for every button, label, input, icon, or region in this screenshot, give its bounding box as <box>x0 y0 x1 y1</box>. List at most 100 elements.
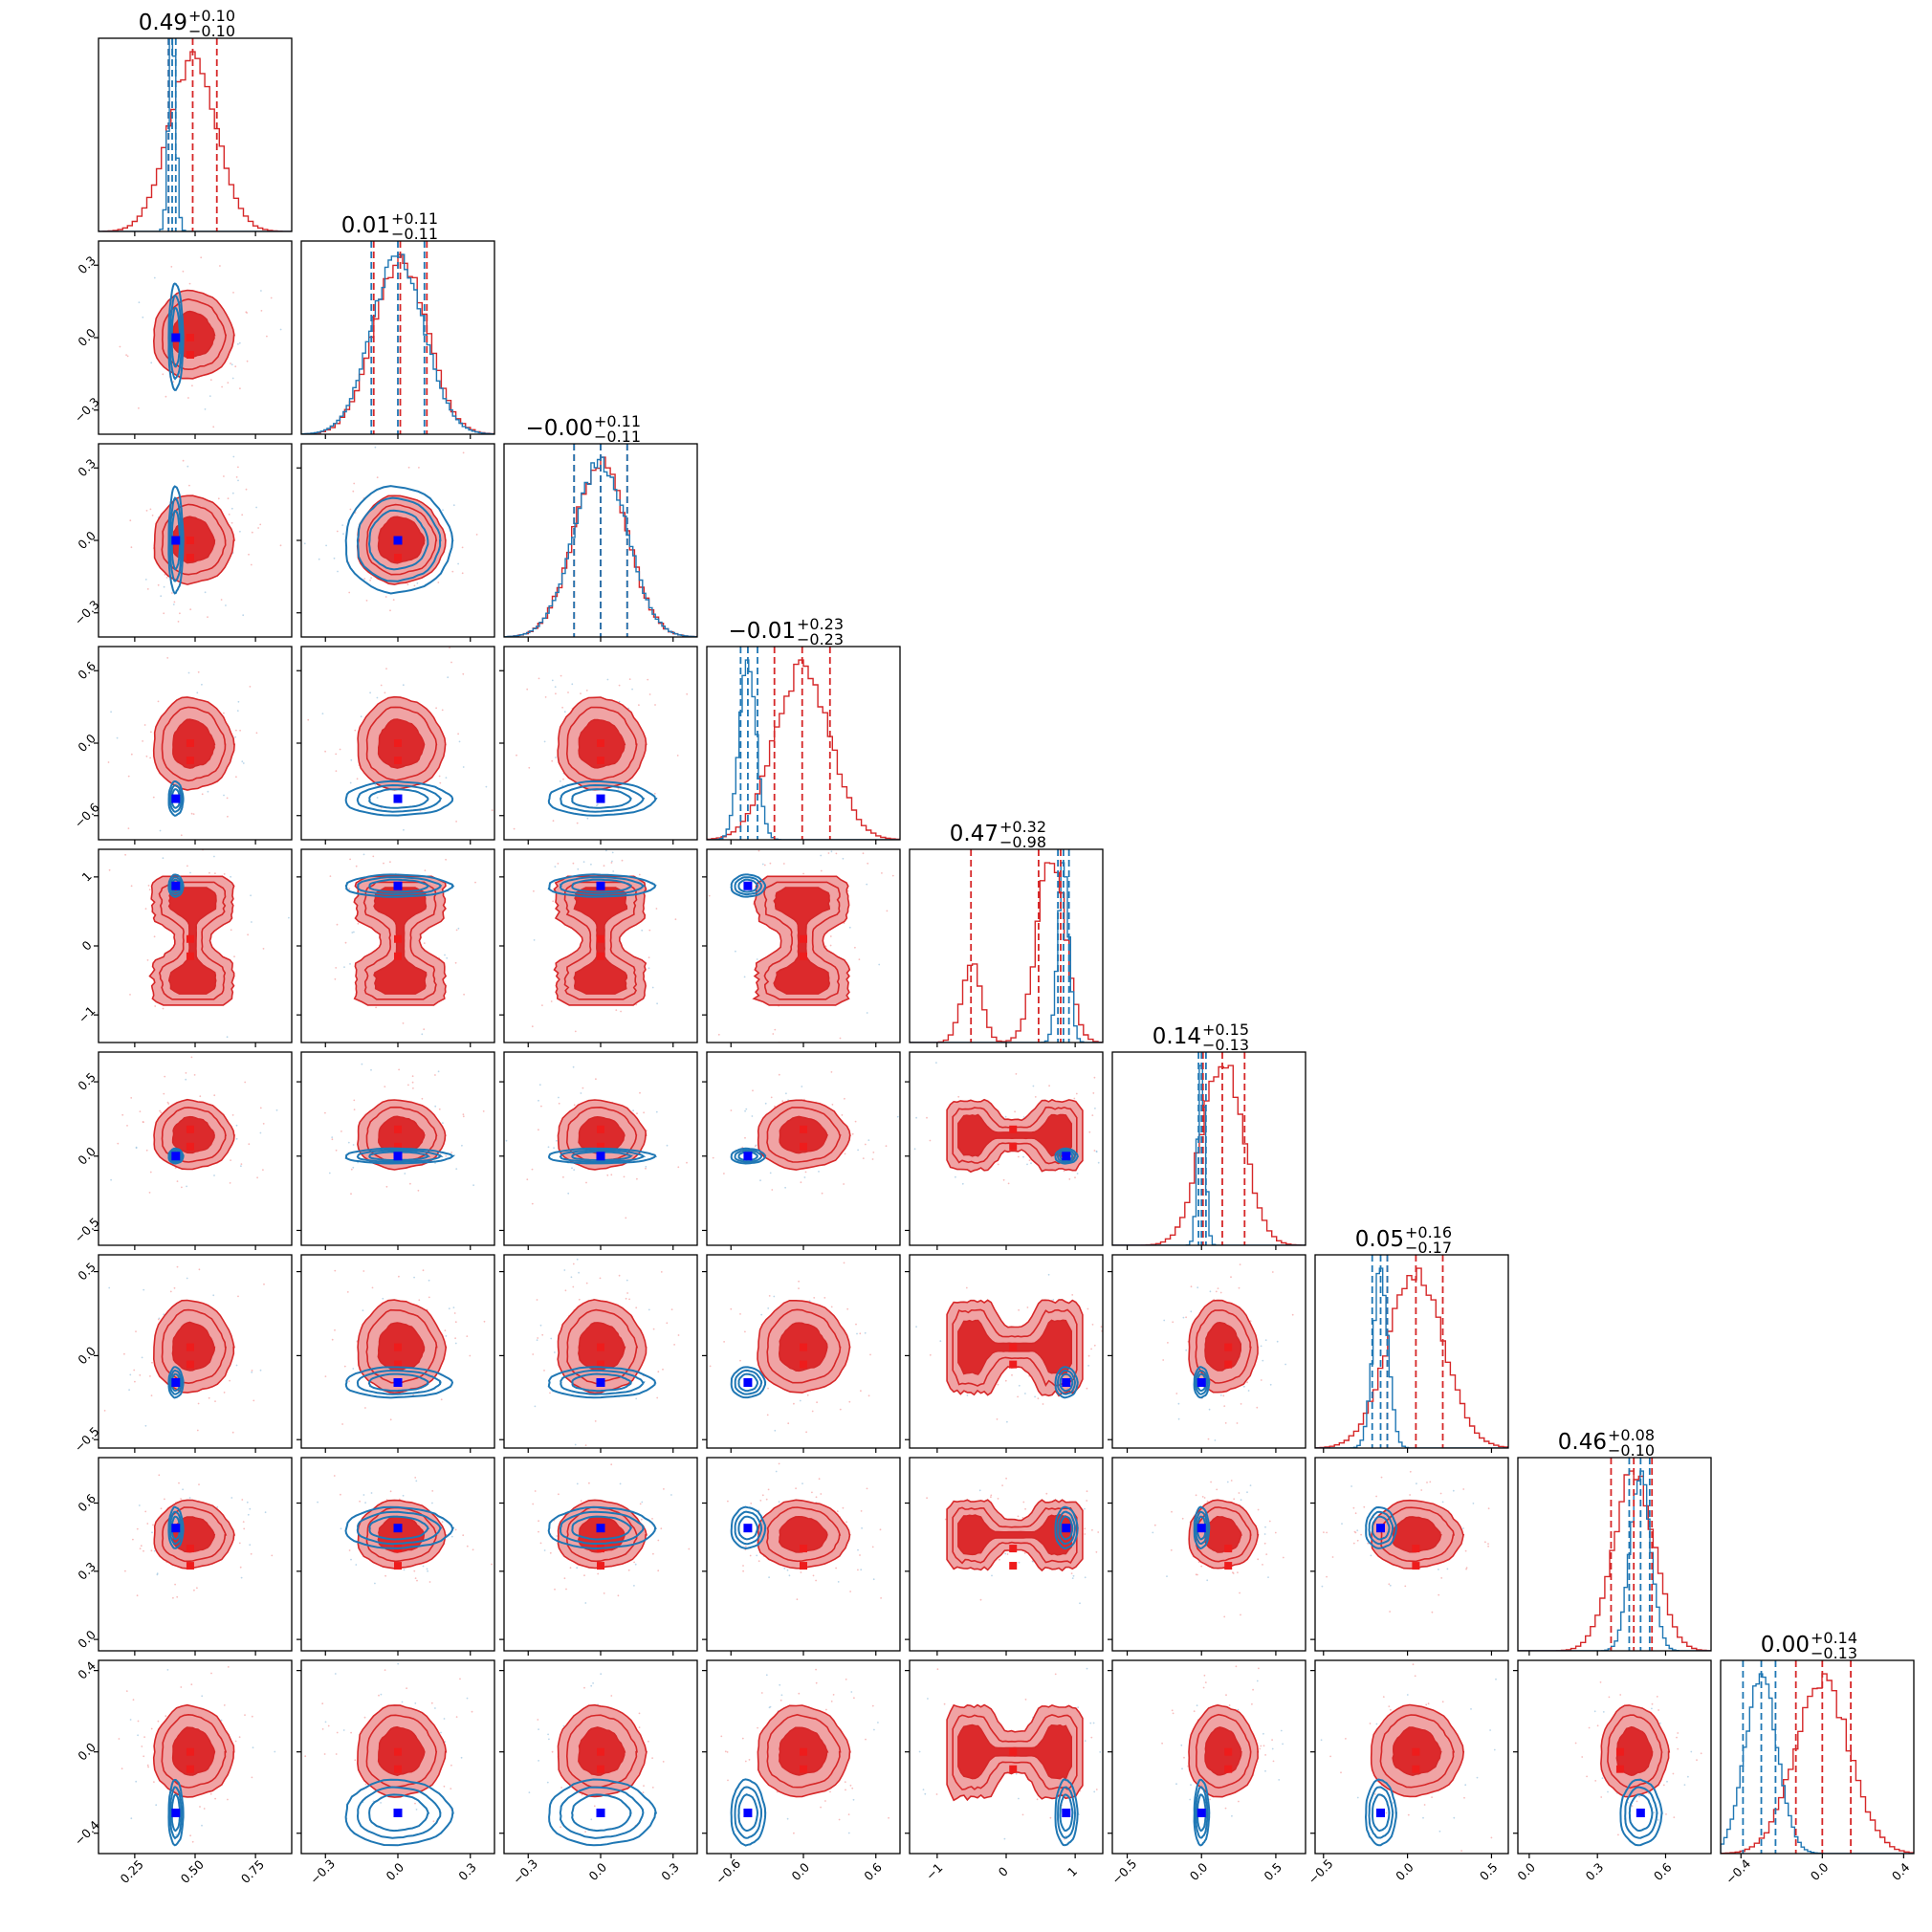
scatter-dot <box>548 1738 550 1741</box>
scatter-dot <box>296 1382 297 1384</box>
scatter-dot <box>651 986 654 989</box>
scatter-dot <box>1193 1710 1196 1713</box>
scatter-dot <box>466 1697 469 1700</box>
scatter-dot <box>230 802 231 804</box>
red-marker <box>394 554 402 561</box>
scatter-dot <box>143 1549 144 1552</box>
scatter-dot <box>469 1354 472 1357</box>
scatter-dot <box>264 1511 267 1514</box>
red-marker <box>800 934 807 943</box>
scatter-dot <box>811 1491 813 1494</box>
scatter-dot <box>235 1137 238 1140</box>
scatter-dot <box>129 1719 132 1721</box>
red-marker <box>800 1125 807 1133</box>
scatter-dot <box>635 1003 638 1006</box>
scatter-dot <box>636 1112 638 1115</box>
scatter-dot <box>1271 1739 1273 1741</box>
scatter-dot <box>231 1114 234 1116</box>
hist-panel-0: 0.49 +0.10−0.10 <box>98 7 293 236</box>
blue-contour <box>1371 1793 1391 1833</box>
red-contour-inner <box>778 1515 828 1553</box>
scatter-dot <box>1656 1696 1658 1698</box>
scatter-dot <box>662 1368 664 1371</box>
scatter-dot <box>1123 1773 1125 1775</box>
scatter-dot <box>186 834 187 836</box>
scatter-dot <box>388 1444 390 1446</box>
red-marker <box>1615 1747 1624 1756</box>
scatter-dot <box>242 614 245 617</box>
red-marker <box>394 757 402 764</box>
scatter-dot <box>652 1328 655 1330</box>
scatter-dot <box>853 1697 855 1700</box>
panel-7-3 <box>702 1457 901 1656</box>
scatter-dot <box>350 1193 352 1196</box>
blue-contour <box>1624 1786 1658 1839</box>
scatter-dot <box>125 1690 128 1692</box>
scatter-dot <box>333 1475 336 1477</box>
scatter-dot <box>1239 1263 1241 1265</box>
scatter-dot <box>965 1286 968 1289</box>
blue-contour <box>368 1151 431 1161</box>
scatter-dot <box>1197 1286 1199 1289</box>
scatter-dot <box>859 1332 862 1335</box>
scatter-dot <box>820 1806 822 1809</box>
scatter-dot <box>127 827 130 829</box>
scatter-dot <box>759 1179 761 1182</box>
scatter-dot <box>1209 1798 1211 1801</box>
scatter-dot <box>1138 1542 1140 1544</box>
scatter-dot <box>1687 1775 1689 1778</box>
scatter-dot <box>631 688 633 691</box>
scatter-dot <box>648 929 651 932</box>
scatter-dot <box>119 345 121 348</box>
scatter-dot <box>238 1542 241 1545</box>
y-tick-label: 0.3 <box>75 253 99 277</box>
blue-contour <box>547 873 657 898</box>
red-marker <box>800 952 807 960</box>
panel-5-1 <box>296 1051 495 1250</box>
scatter-dot <box>1600 1796 1603 1798</box>
scatter-dot <box>871 1704 874 1707</box>
scatter-dot <box>1487 1543 1489 1545</box>
scatter-dot <box>151 1361 153 1364</box>
scatter-dot <box>1028 1159 1031 1161</box>
blue-contour <box>167 873 185 898</box>
red-marker <box>186 1125 194 1133</box>
scatter-dot <box>842 857 845 860</box>
red-marker <box>394 1765 402 1773</box>
scatter-dot <box>1493 1748 1496 1751</box>
scatter-dot <box>213 1175 215 1176</box>
scatter-dot <box>824 945 827 948</box>
scatter-dot <box>223 794 225 797</box>
scatter-dot <box>774 1105 776 1108</box>
blue-truth-marker <box>1062 1524 1071 1533</box>
scatter-dot <box>1095 1151 1098 1153</box>
blue-contour <box>547 1366 657 1399</box>
scatter-dot <box>235 776 237 779</box>
scatter-dot <box>146 1523 149 1525</box>
scatter-dot <box>191 1840 194 1843</box>
scatter-dot <box>773 1295 776 1298</box>
scatter-dot <box>666 1144 669 1147</box>
blue-contour <box>356 1510 443 1546</box>
scatter-dot <box>1666 1780 1668 1783</box>
scatter-dot <box>246 360 249 362</box>
x-tick-label: −0.5 <box>1306 1856 1336 1887</box>
scatter-dot <box>610 1174 613 1176</box>
scatter-dot <box>1154 1335 1156 1337</box>
scatter-dot <box>581 1793 583 1796</box>
x-tick-label: −0.5 <box>1109 1856 1139 1887</box>
scatter-dot <box>271 1554 274 1557</box>
scatter-dot <box>414 1477 417 1479</box>
scatter-dot <box>534 1405 537 1408</box>
scatter-dot <box>153 935 156 938</box>
scatter-dot <box>143 1736 146 1738</box>
scatter-dot <box>1608 1696 1611 1699</box>
scatter-dot <box>1237 1708 1240 1711</box>
scatter-dot <box>651 1757 653 1759</box>
red-marker <box>597 1142 604 1151</box>
scatter-dot <box>227 815 229 818</box>
blue-contour <box>548 1778 658 1847</box>
scatter-dot <box>1638 1795 1640 1798</box>
scatter-dot <box>1034 1395 1036 1398</box>
blue-contour <box>356 1369 442 1395</box>
